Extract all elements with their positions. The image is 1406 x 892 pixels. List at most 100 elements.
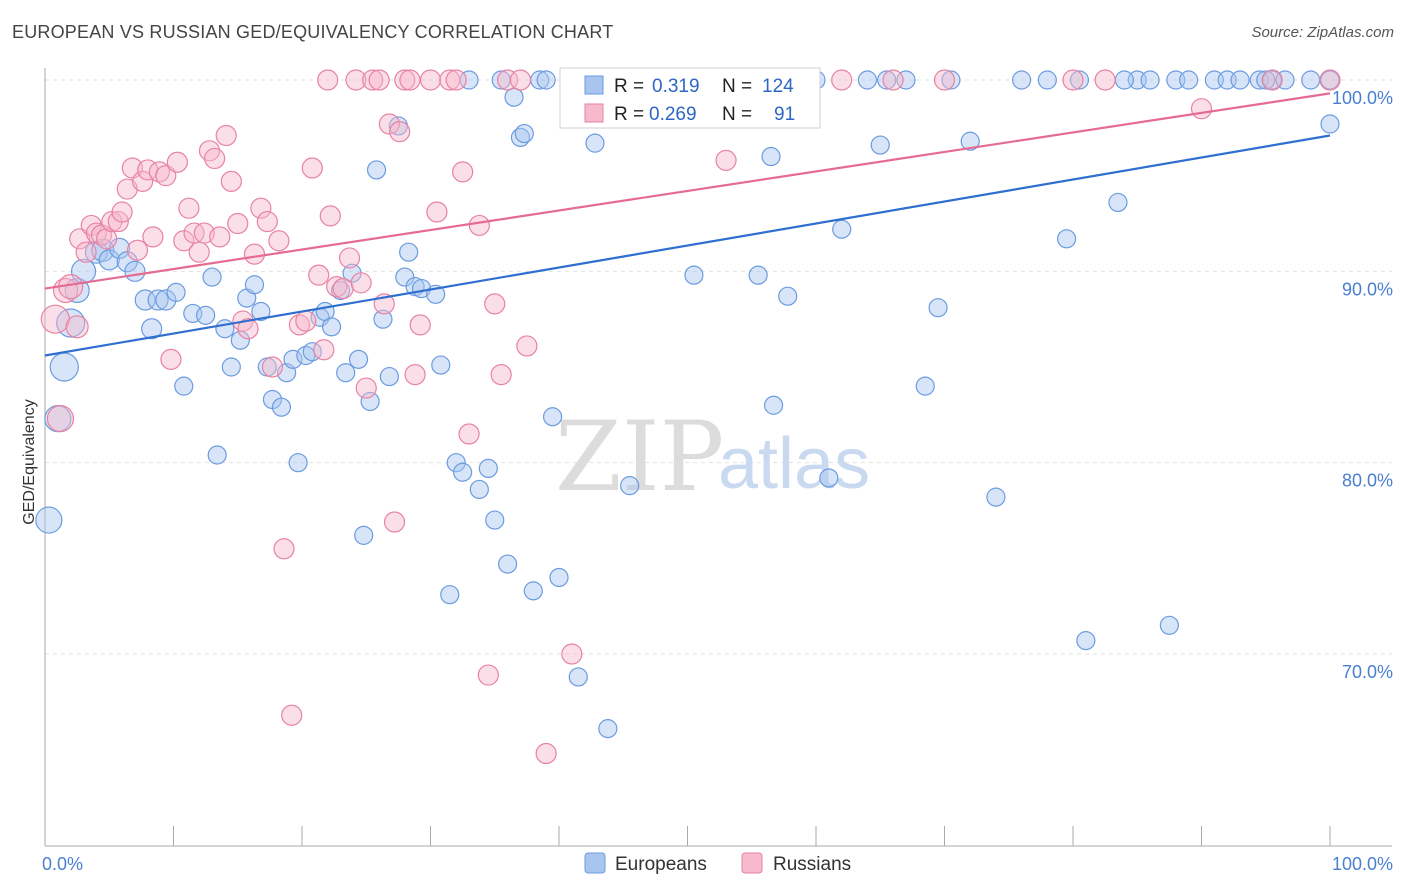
series-legend: Europeans Russians	[584, 852, 851, 875]
russian-point	[313, 339, 335, 361]
european-point	[431, 355, 451, 375]
european-point	[498, 554, 518, 574]
russian-point	[111, 201, 133, 223]
european-point	[91, 238, 115, 262]
russian-point	[933, 69, 956, 91]
russian-point	[166, 151, 188, 173]
russian-point	[350, 272, 372, 294]
bottom-legend-russians: Russians	[773, 854, 851, 875]
legend-r-value-europeans: 0.319	[652, 76, 700, 97]
european-point	[478, 458, 498, 479]
bottom-legend-swatch-russians	[741, 852, 763, 874]
russian-point	[243, 243, 266, 265]
european-point	[915, 376, 935, 396]
russian-point	[126, 239, 149, 261]
european-point	[542, 407, 563, 427]
european-point	[504, 87, 524, 107]
european-point	[1320, 70, 1340, 90]
russian-point	[250, 197, 272, 219]
legend-swatch-russians	[584, 103, 604, 123]
legend-r-label-russians: R =	[614, 104, 644, 125]
y-tick-label: 100.0%	[1332, 88, 1393, 108]
russian-point	[220, 170, 242, 193]
russian-point	[273, 538, 295, 560]
european-point	[877, 70, 897, 90]
russian-point	[497, 69, 519, 91]
european-point	[244, 275, 265, 295]
european-point	[215, 319, 235, 339]
european-point	[1230, 70, 1250, 90]
russian-point	[1094, 69, 1116, 91]
european-point	[763, 395, 784, 415]
european-point	[549, 567, 569, 588]
russian-point	[116, 178, 138, 200]
russian-point	[75, 241, 97, 263]
european-point	[251, 301, 271, 322]
european-point	[379, 366, 399, 387]
european-point	[202, 267, 222, 287]
russian-point	[426, 201, 448, 223]
european-point	[819, 468, 839, 488]
stats-legend: R = 0.319 N = 124 R = 0.269 N = 91	[559, 67, 821, 129]
russian-point	[516, 335, 538, 357]
european-point	[399, 242, 419, 262]
russian-point	[132, 170, 154, 193]
european-point	[446, 453, 466, 473]
european-point	[196, 305, 216, 325]
european-point	[174, 376, 194, 396]
european-point	[283, 349, 303, 369]
russian-point	[439, 69, 461, 91]
european-point	[1256, 70, 1276, 90]
russian-point	[237, 318, 259, 340]
russian-point	[204, 147, 226, 170]
legend-r-label-europeans: R =	[614, 76, 644, 97]
european-point	[1140, 70, 1160, 90]
y-tick-label: 70.0%	[1342, 662, 1393, 682]
russian-point	[882, 69, 904, 91]
russian-point	[69, 228, 91, 250]
russian-point	[46, 405, 75, 433]
russian-point	[404, 364, 426, 386]
european-point	[585, 133, 605, 153]
european-point	[514, 123, 534, 144]
european-point	[49, 352, 79, 382]
european-point	[354, 525, 374, 545]
watermark-zip: ZIP	[555, 401, 724, 513]
european-point	[778, 286, 798, 306]
russian-point	[188, 241, 210, 263]
watermark-atlas: atlas	[718, 424, 870, 504]
european-point	[928, 298, 948, 318]
russian-point	[268, 230, 290, 252]
russian-point	[399, 69, 421, 91]
russian-point	[484, 293, 506, 315]
russians-points	[40, 69, 1341, 765]
russian-point	[155, 165, 177, 187]
european-point	[485, 510, 505, 530]
european-point	[620, 476, 640, 496]
russian-point	[561, 643, 583, 665]
european-point	[336, 363, 356, 383]
european-point	[1108, 192, 1128, 213]
european-point	[748, 265, 768, 285]
y-tick-label: 80.0%	[1342, 471, 1393, 491]
russian-point	[1062, 69, 1084, 91]
russian-point	[261, 356, 284, 378]
european-point	[568, 667, 588, 687]
european-point	[761, 146, 781, 167]
russian-point	[317, 69, 339, 91]
russian-point	[281, 704, 303, 726]
y-tick-label: 90.0%	[1342, 279, 1393, 299]
european-point	[453, 462, 473, 482]
european-point	[598, 719, 618, 739]
european-point	[124, 260, 146, 282]
russian-point	[1261, 69, 1283, 91]
russian-point	[715, 149, 737, 171]
source-label: Source: ZipAtlas.com	[1251, 24, 1394, 41]
trend-lines	[44, 92, 1331, 357]
legend-swatch-europeans	[584, 75, 604, 95]
european-point	[1076, 631, 1096, 651]
russian-point	[227, 212, 249, 235]
russian-point	[319, 205, 341, 227]
european-point	[1037, 70, 1057, 90]
